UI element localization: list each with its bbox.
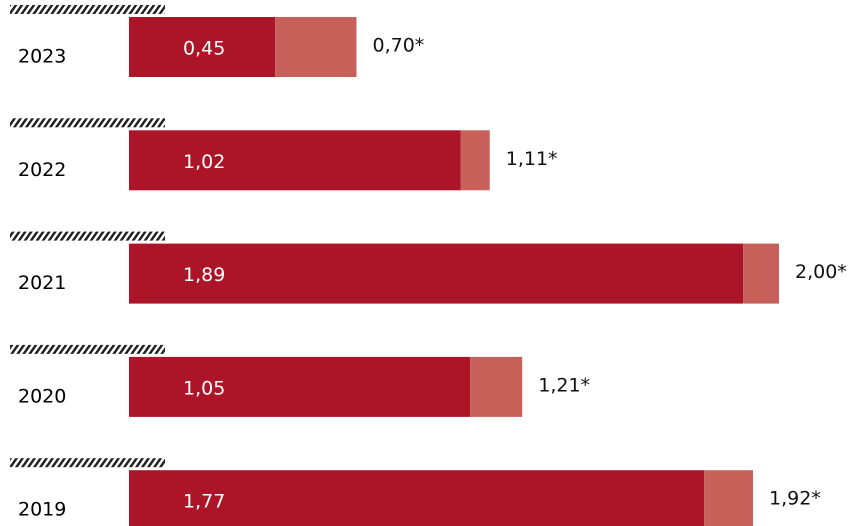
bar-segment — [129, 243, 744, 304]
bar-segment — [129, 17, 276, 77]
bar-segment — [704, 470, 753, 526]
y-tick-label: 2022 — [18, 159, 66, 181]
bar-segment — [460, 130, 490, 191]
hatch-strip — [10, 344, 165, 354]
total-label: 1,21* — [538, 374, 590, 396]
value-label: 0,45 — [183, 38, 225, 60]
bar-segment — [743, 243, 779, 304]
bar-segment — [275, 17, 357, 77]
value-label: 1,05 — [183, 377, 225, 399]
y-tick-label: 2023 — [18, 46, 66, 68]
total-label: 1,92* — [769, 488, 821, 510]
value-label: 1,77 — [183, 491, 225, 513]
y-tick-label: 2019 — [18, 499, 66, 521]
bar-segment — [129, 470, 705, 526]
value-label: 1,89 — [183, 264, 225, 286]
bar-segment — [129, 356, 471, 417]
bar-segment — [129, 130, 461, 191]
total-label: 2,00* — [795, 261, 847, 283]
y-tick-label: 2021 — [18, 272, 66, 294]
value-label: 1,02 — [183, 151, 225, 173]
hatch-strip — [10, 231, 165, 241]
hatch-strip — [10, 5, 165, 14]
hatch-strip — [10, 458, 165, 468]
total-label: 0,70* — [373, 35, 425, 57]
bar-segment — [470, 356, 523, 417]
hatch-strip — [10, 118, 165, 128]
y-tick-label: 2020 — [18, 385, 66, 407]
total-label: 1,11* — [506, 148, 558, 170]
